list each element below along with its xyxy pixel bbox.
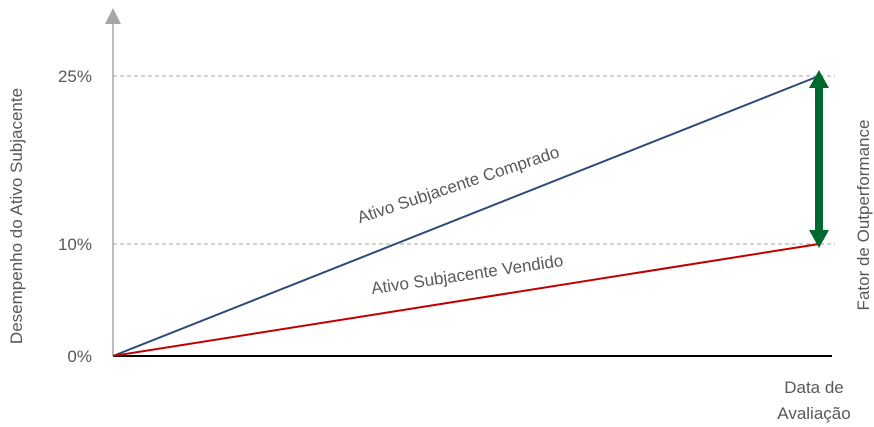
- y-tick-label-0: 0%: [67, 347, 92, 366]
- axes: [105, 8, 832, 357]
- outperformance-label: Fator de Outperformance: [854, 120, 873, 311]
- y-tick-labels: 0% 10% 25%: [58, 67, 92, 366]
- series-lines: [112, 75, 820, 357]
- series-label-vendido: Ativo Subjacente Vendido: [370, 251, 564, 298]
- x-axis-label-line1: Data de: [784, 378, 844, 397]
- series-line-0: [112, 75, 820, 357]
- series-line-1: [112, 243, 820, 357]
- y-tick-label-10: 10%: [58, 235, 92, 254]
- y-tick-label-25: 25%: [58, 67, 92, 86]
- y-axis-label: Desempenho do Ativo Subjacente: [7, 88, 26, 344]
- series-label-comprado: Ativo Subjacente Comprado: [355, 142, 562, 227]
- outperformance-arrow-head-top: [809, 70, 829, 88]
- x-axis-label-line2: Avaliação: [777, 404, 850, 423]
- reference-lines: [113, 75, 835, 245]
- y-axis-arrowhead: [105, 8, 121, 24]
- outperformance-annotation: [809, 70, 829, 248]
- outperformance-arrow-head-bottom: [809, 230, 829, 248]
